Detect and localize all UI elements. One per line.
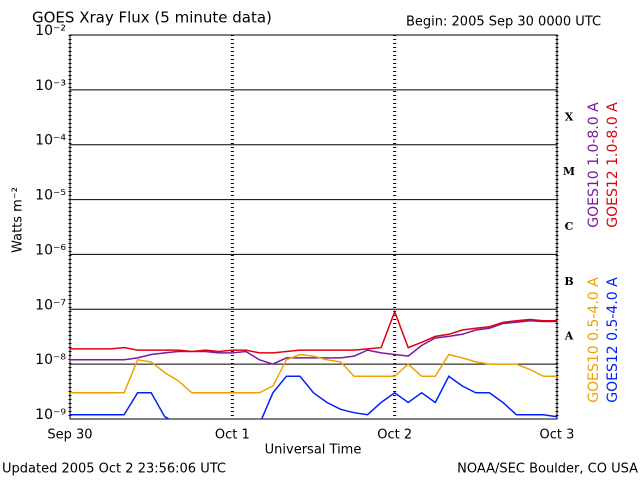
y-tick-label: 10⁻³ — [35, 78, 66, 94]
y-tick-label: 10⁻⁵ — [35, 188, 66, 204]
footer-left: Updated 2005 Oct 2 23:56:06 UTC — [2, 462, 226, 477]
flare-class-label: A — [564, 330, 574, 343]
x-tick-label: Oct 1 — [215, 428, 250, 443]
legend-entry: GOES10 0.5-4.0 A — [586, 277, 602, 403]
x-axis-label: Universal Time — [265, 443, 362, 458]
series-line — [70, 375, 557, 419]
y-tick-label: 10⁻⁷ — [35, 297, 66, 313]
legend-entry: GOES12 0.5-4.0 A — [605, 277, 621, 403]
legend-entry: GOES12 1.0-8.0 A — [605, 102, 621, 228]
flare-class-label: X — [565, 110, 574, 123]
x-tick-label: Sep 30 — [47, 428, 92, 443]
y-axis-label: Watts m⁻² — [11, 187, 26, 253]
flare-class-label: B — [564, 275, 573, 288]
x-tick-label: Oct 3 — [540, 428, 575, 443]
series-line — [70, 319, 557, 365]
chart-subtitle: Begin: 2005 Sep 30 0000 UTC — [406, 15, 601, 30]
series-line — [70, 353, 557, 394]
series-line — [70, 309, 557, 354]
y-tick-label: 10⁻⁶ — [35, 242, 66, 258]
flare-class-label: M — [563, 165, 575, 178]
legend-entry: GOES10 1.0-8.0 A — [586, 102, 602, 228]
footer-right: NOAA/SEC Boulder, CO USA — [457, 462, 638, 477]
flare-class-label: C — [565, 220, 574, 233]
y-tick-label: 10⁻² — [35, 23, 66, 39]
y-tick-label: 10⁻⁹ — [35, 407, 66, 423]
y-tick-label: 10⁻⁸ — [35, 352, 66, 368]
y-tick-label: 10⁻⁴ — [35, 133, 66, 149]
chart-title: GOES Xray Flux (5 minute data) — [32, 9, 272, 27]
x-tick-label: Oct 2 — [377, 428, 412, 443]
